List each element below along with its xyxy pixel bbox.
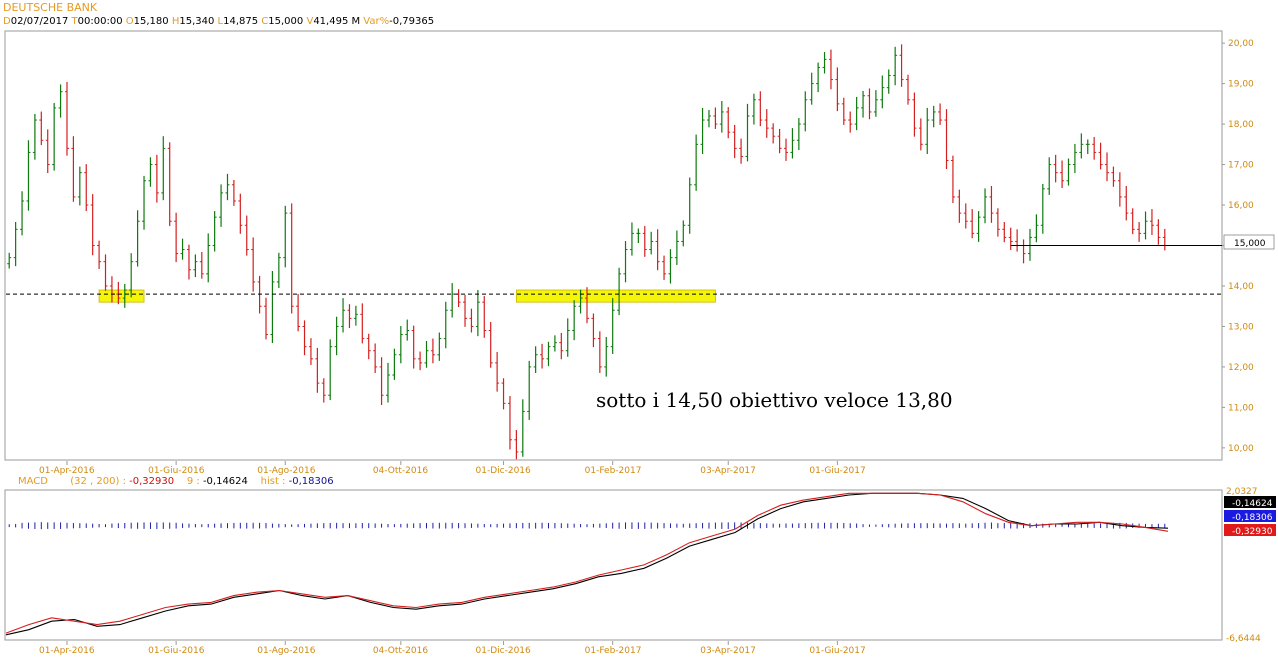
field-key: D — [3, 16, 11, 27]
price-ytick: 18,00 — [1228, 120, 1254, 130]
price-x-axis: 01-Apr-2016 01-Giu-2016 01-Ago-2016 04-Ott-… — [39, 461, 866, 476]
signal-value-label: -0,14624 — [1232, 499, 1273, 509]
macd-line — [5, 492, 1169, 636]
instrument-title: DEUTSCHE BANK — [3, 1, 98, 14]
date-label: 01-Ago-2016 — [257, 466, 315, 476]
chart-annotation: sotto i 14,50 obiettivo veloce 13,80 — [596, 388, 953, 412]
last-price-text: 15,000 — [1234, 239, 1266, 249]
candles-layer — [7, 44, 1167, 460]
date-label: 01-Ago-2016 — [257, 646, 315, 656]
hist-value-label: -0,18306 — [1232, 513, 1273, 523]
field-key: H — [171, 16, 180, 27]
date-label: 01-Apr-2016 — [39, 466, 95, 476]
hist-value: -0,18306 — [288, 476, 334, 487]
date-label: 04-Ott-2016 — [373, 646, 429, 656]
field-value: 41,495 M — [313, 16, 361, 27]
field-value: 15,340 — [179, 16, 215, 27]
field-key: Var% — [363, 16, 390, 27]
macd-value-box — [1224, 524, 1276, 536]
hist-label: hist : — [260, 476, 286, 487]
field-key: L — [217, 16, 224, 27]
price-ytick: 17,00 — [1228, 161, 1254, 171]
date-label: 01-Dic-2016 — [476, 646, 532, 656]
highlight-zone — [98, 289, 145, 303]
macd-header: MACD (32 , 200) : -0,32930 9 : -0,14624 … — [18, 476, 334, 487]
field-value: 14,875 — [223, 16, 259, 27]
macd-label: MACD — [18, 476, 48, 487]
macd-ytick-top: 2,0327 — [1226, 487, 1258, 497]
price-ytick: 12,00 — [1228, 363, 1254, 373]
date-label: 01-Apr-2016 — [39, 646, 95, 656]
field-key: T — [71, 16, 78, 27]
macd-ytick-bottom: -6,6444 — [1226, 634, 1261, 644]
price-ytick: 16,00 — [1228, 201, 1254, 211]
price-ytick: 19,00 — [1228, 80, 1254, 90]
macd-lines — [5, 492, 1169, 636]
date-label: 03-Apr-2017 — [700, 646, 756, 656]
date-label: 01-Giu-2016 — [148, 466, 205, 476]
last-price-label: 15,000 — [1223, 234, 1275, 250]
ohlc-readout: D02/07/2017 T00:00:00 O15,180 H15,340 L1… — [3, 16, 434, 27]
macd-histogram — [8, 522, 1166, 530]
date-label: 01-Feb-2017 — [585, 646, 642, 656]
hist-value-box — [1224, 510, 1276, 522]
date-label: 03-Apr-2017 — [700, 466, 756, 476]
macd-panel-frame — [4, 489, 1223, 641]
macd-value-labels: -0,14624 -0,18306 -0,32930 — [1224, 496, 1276, 537]
price-ytick: 13,00 — [1228, 322, 1254, 332]
price-ytick: 10,00 — [1228, 444, 1254, 454]
field-key: V — [306, 16, 314, 27]
price-ytick: 20,00 — [1228, 39, 1254, 49]
field-value: -0,79365 — [389, 16, 435, 27]
date-label: 01-Giu-2016 — [148, 646, 205, 656]
date-label: 01-Giu-2017 — [809, 466, 865, 476]
field-value: 00:00:00 — [77, 16, 123, 27]
field-value: 15,180 — [133, 16, 169, 27]
macd-x-axis: 01-Apr-2016 01-Giu-2016 01-Ago-2016 04-Ott-… — [39, 641, 866, 656]
signal-line — [5, 492, 1169, 634]
chart-header: DEUTSCHE BANK D02/07/2017 T00:00:00 O15,… — [3, 1, 1273, 31]
price-ytick: 14,00 — [1228, 282, 1254, 292]
signal-value-box — [1224, 496, 1276, 508]
macd-value: -0,32930 — [129, 476, 175, 487]
reference-lines — [6, 245, 1222, 295]
field-value: 02/07/2017 — [10, 16, 69, 27]
date-label: 01-Giu-2017 — [809, 646, 865, 656]
last-price-box — [1223, 234, 1275, 250]
highlight-zones — [98, 289, 716, 303]
date-label: 04-Ott-2016 — [373, 466, 429, 476]
highlight-zone — [515, 289, 716, 303]
field-value: 15,000 — [268, 16, 304, 27]
price-ytick: 11,00 — [1228, 403, 1254, 413]
signal-value: -0,14624 — [202, 476, 248, 487]
date-label: 01-Feb-2017 — [585, 466, 642, 476]
macd-params: (32 , 200) : — [70, 476, 126, 487]
macd-value-label: -0,32930 — [1232, 527, 1273, 537]
field-key: O — [125, 16, 134, 27]
signal-label: 9 : — [186, 476, 200, 487]
field-key: C — [261, 16, 269, 27]
date-label: 01-Dic-2016 — [476, 466, 532, 476]
